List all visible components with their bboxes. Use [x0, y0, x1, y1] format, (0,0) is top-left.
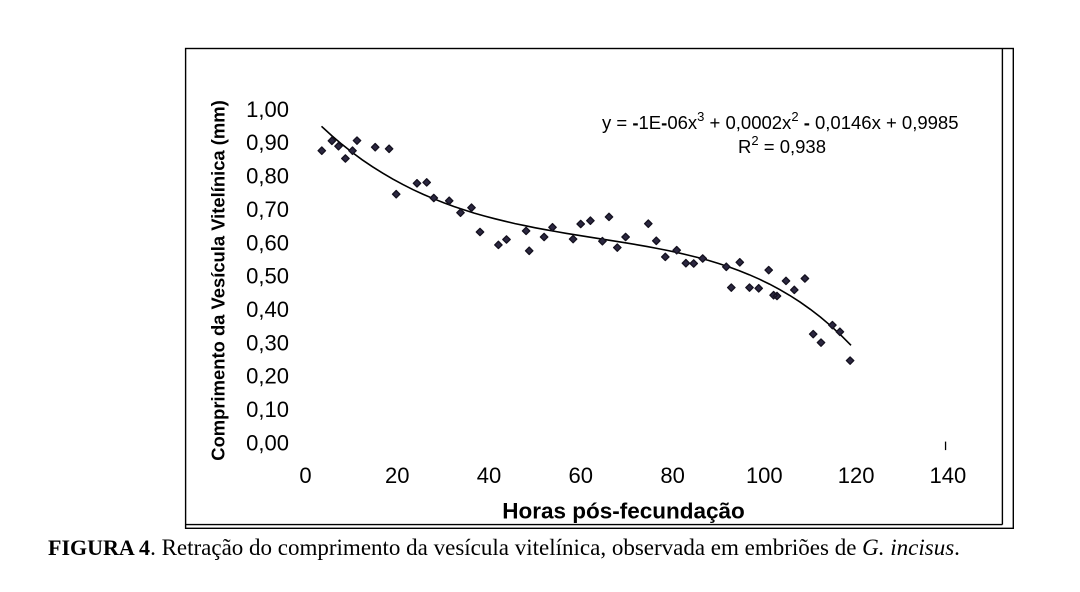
svg-text:0,70: 0,70 [246, 197, 289, 222]
svg-text:0: 0 [299, 463, 311, 488]
svg-text:0,10: 0,10 [246, 397, 289, 422]
svg-text:0,00: 0,00 [246, 430, 289, 455]
svg-text:120: 120 [838, 463, 875, 488]
svg-text:FIGURA 4. Retração do comprime: FIGURA 4. Retração do comprimento da ves… [48, 535, 960, 560]
svg-text:100: 100 [746, 463, 783, 488]
svg-text:0,30: 0,30 [246, 330, 289, 355]
svg-text:80: 80 [660, 463, 684, 488]
svg-text:20: 20 [385, 463, 409, 488]
svg-text:0,20: 0,20 [246, 364, 289, 389]
svg-text:R2 = 0,938: R2 = 0,938 [738, 133, 826, 157]
svg-text:Comprimento da Vesícula Vitelí: Comprimento da Vesícula Vitelínica (mm) [208, 100, 229, 460]
svg-text:60: 60 [569, 463, 593, 488]
svg-text:0,90: 0,90 [246, 130, 289, 155]
svg-text:140: 140 [930, 463, 967, 488]
svg-text:0,40: 0,40 [246, 297, 289, 322]
svg-text:40: 40 [477, 463, 501, 488]
svg-text:Horas pós-fecundação: Horas pós-fecundação [502, 499, 745, 524]
svg-text:y = -1E-06x3 + 0,0002x2 - 0,01: y = -1E-06x3 + 0,0002x2 - 0,0146x + 0,99… [602, 109, 959, 133]
svg-text:0,80: 0,80 [246, 164, 289, 189]
svg-text:1,00: 1,00 [246, 97, 289, 122]
svg-text:0,60: 0,60 [246, 230, 289, 255]
svg-text:0,50: 0,50 [246, 264, 289, 289]
